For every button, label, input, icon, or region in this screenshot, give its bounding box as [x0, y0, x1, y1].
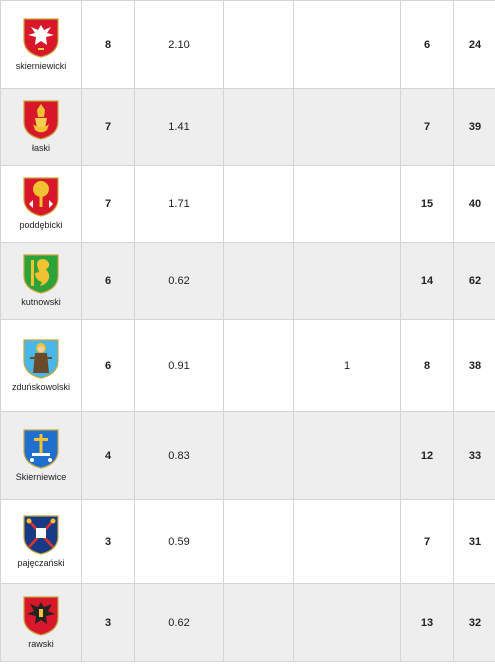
table-row: zduńskowolski 6 0.91 1 8 38 — [0, 319, 495, 412]
pink-value: 40 — [453, 165, 495, 243]
rank-value: 7 — [81, 88, 135, 166]
county-name: Skierniewice — [15, 471, 67, 482]
empty-cell — [223, 499, 294, 584]
pink-value: 31 — [453, 499, 495, 584]
county-cell: poddębicki — [0, 165, 82, 243]
empty-cell — [223, 583, 294, 662]
saint-crest-icon[interactable] — [23, 338, 59, 379]
empty-cell — [223, 242, 294, 320]
eagle-crest-icon[interactable] — [23, 17, 59, 58]
extra-value — [293, 411, 401, 500]
table-row: kutnowski 6 0.62 14 62 — [0, 242, 495, 320]
county-name: zduńskowolski — [11, 381, 71, 392]
rank-value: 3 — [81, 499, 135, 584]
green-value: 6 — [400, 0, 454, 89]
green-value: 7 — [400, 88, 454, 166]
green-value: 13 — [400, 583, 454, 662]
rank-value: 4 — [81, 411, 135, 500]
ratio-value: 0.62 — [134, 583, 224, 662]
county-cell: kutnowski — [0, 242, 82, 320]
county-cell: Skierniewice — [0, 411, 82, 500]
crossed-keys-crest-icon[interactable] — [23, 514, 59, 555]
county-cell: łaski — [0, 88, 82, 166]
extra-value — [293, 88, 401, 166]
county-cell: rawski — [0, 583, 82, 662]
rank-value: 3 — [81, 583, 135, 662]
mitre-crest-icon[interactable] — [23, 100, 59, 140]
green-value: 15 — [400, 165, 454, 243]
empty-cell — [223, 88, 294, 166]
rank-value: 7 — [81, 165, 135, 243]
county-name: łaski — [31, 143, 50, 153]
ratio-value: 0.83 — [134, 411, 224, 500]
county-name: pajęczański — [17, 557, 65, 568]
pink-value: 39 — [453, 88, 495, 166]
empty-cell — [223, 165, 294, 243]
extra-value — [293, 583, 401, 662]
pink-value: 32 — [453, 583, 495, 662]
county-name: rawski — [28, 638, 54, 649]
ratio-value: 0.91 — [134, 319, 224, 412]
empty-cell — [223, 411, 294, 500]
ratio-value: 2.10 — [134, 0, 224, 89]
extra-value — [293, 165, 401, 243]
county-name: poddębicki — [19, 220, 63, 230]
green-value: 14 — [400, 242, 454, 320]
green-value: 7 — [400, 499, 454, 584]
ratio-value: 1.41 — [134, 88, 224, 166]
rank-value: 6 — [81, 242, 135, 320]
cross-crest-icon[interactable] — [23, 428, 59, 469]
county-name: kutnowski — [21, 297, 61, 307]
extra-value — [293, 0, 401, 89]
county-cell: skierniewicki — [0, 0, 82, 89]
county-cell: pajęczański — [0, 499, 82, 584]
pink-value: 33 — [453, 411, 495, 500]
black-eagle-crest-icon[interactable] — [23, 595, 59, 636]
green-value: 8 — [400, 319, 454, 412]
empty-cell — [223, 319, 294, 412]
ratio-value: 1.71 — [134, 165, 224, 243]
rank-value: 6 — [81, 319, 135, 412]
table-row: poddębicki 7 1.71 15 40 — [0, 165, 495, 243]
county-name: skierniewicki — [15, 60, 67, 71]
pink-value: 24 — [453, 0, 495, 89]
county-cell: zduńskowolski — [0, 319, 82, 412]
extra-value: 1 — [293, 319, 401, 412]
green-value: 12 — [400, 411, 454, 500]
table-row: skierniewicki 8 2.10 6 24 — [0, 0, 495, 89]
oak-crest-icon[interactable] — [23, 177, 59, 217]
table-row: Skierniewice 4 0.83 12 33 — [0, 411, 495, 500]
table-row: rawski 3 0.62 13 32 — [0, 583, 495, 662]
griffin-crest-icon[interactable] — [23, 254, 59, 294]
empty-cell — [223, 0, 294, 89]
ratio-value: 0.59 — [134, 499, 224, 584]
extra-value — [293, 499, 401, 584]
pink-value: 62 — [453, 242, 495, 320]
table-row: łaski 7 1.41 7 39 — [0, 88, 495, 166]
extra-value — [293, 242, 401, 320]
table-row: pajęczański 3 0.59 7 31 — [0, 499, 495, 584]
ratio-value: 0.62 — [134, 242, 224, 320]
pink-value: 38 — [453, 319, 495, 412]
rank-value: 8 — [81, 0, 135, 89]
